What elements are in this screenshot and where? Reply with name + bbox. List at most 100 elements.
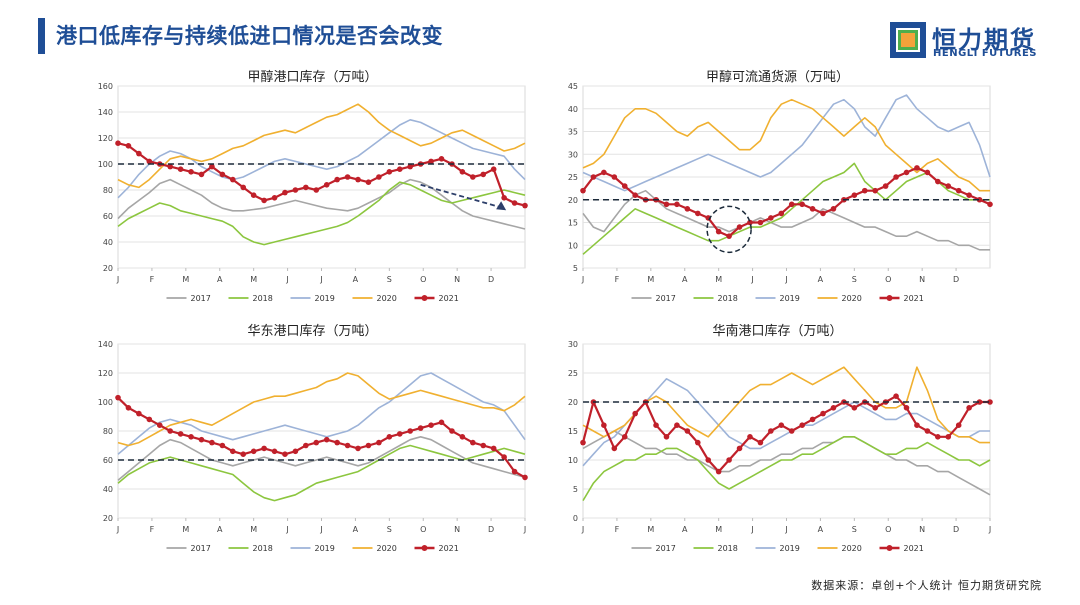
x-tick-label: J: [581, 275, 584, 284]
series-line-2019: [117, 372, 526, 455]
data-point-2021: [872, 405, 879, 411]
data-point-2021: [303, 184, 309, 191]
chart-methanol-port-inventory: 20 40 60 80 100 120 140 160 J F M A M J J A S O N D 2017 2018…: [98, 82, 528, 303]
data-point-2021: [365, 442, 372, 449]
x-tick-label: F: [615, 525, 620, 534]
data-point-2021: [684, 428, 691, 434]
y-tick-label: 20: [103, 514, 113, 523]
y-tick-label: 20: [568, 398, 578, 407]
data-point-2021: [365, 179, 372, 185]
data-point-2021: [344, 174, 351, 180]
data-point-2021: [715, 468, 722, 475]
data-point-2021: [966, 192, 972, 198]
data-point-2021: [480, 442, 487, 449]
data-point-2021: [240, 184, 247, 191]
data-point-2021: [490, 445, 497, 452]
x-tick-label: M: [715, 525, 722, 534]
y-tick-label: 30: [568, 340, 578, 349]
data-point-2021: [694, 210, 701, 217]
chart-south-china-port-inventory: 0 5 10 15 20 25 30 J F M A M J J A S O N D J 2017 2018 2019 202…: [568, 340, 993, 553]
data-point-2021: [522, 474, 528, 481]
legend-label-2021: 2021: [904, 544, 924, 553]
data-point-2021: [177, 431, 184, 437]
data-point-2021: [580, 187, 586, 194]
data-point-2021: [747, 219, 753, 226]
series-line-2017: [582, 430, 991, 496]
x-tick-label: F: [150, 525, 155, 534]
legend-label-2017: 2017: [191, 294, 211, 303]
data-point-2021: [219, 171, 226, 178]
data-point-2021: [987, 201, 993, 208]
data-point-2021: [386, 169, 393, 175]
data-point-2021: [428, 422, 434, 428]
x-tick-label: S: [852, 275, 857, 284]
y-tick-label: 100: [98, 160, 113, 169]
y-tick-label: 60: [103, 456, 113, 465]
data-point-2021: [396, 431, 403, 437]
data-point-2021: [240, 451, 247, 457]
data-point-2021: [376, 174, 382, 180]
data-point-2021: [747, 434, 753, 440]
data-point-2021: [282, 189, 288, 196]
x-tick-label: M: [647, 525, 654, 534]
data-point-2021: [757, 219, 764, 226]
chart-title: 甲醇港口库存（万吨）: [247, 70, 378, 85]
data-point-2021: [726, 457, 732, 463]
x-tick-label: A: [353, 525, 359, 534]
x-tick-label: F: [150, 275, 155, 284]
data-point-2021: [945, 183, 952, 189]
y-tick-label: 60: [103, 212, 113, 221]
y-tick-label: 15: [568, 219, 578, 228]
series-line-2020: [117, 103, 526, 189]
data-point-2021: [621, 183, 628, 189]
company-logo: 恒力期货 HENGLI FUTURES: [888, 20, 1058, 62]
chart-panel-methanol-circulating-supply: 甲醇可流通货源（万吨） 5 10 15 20 25 30 35 40 45 J F M A M J J A S O N…: [550, 60, 1005, 305]
y-tick-label: 25: [568, 369, 578, 378]
legend-label-2021: 2021: [439, 544, 459, 553]
title-accent-bar: [38, 18, 45, 54]
y-tick-label: 5: [573, 485, 578, 494]
legend-label-2019: 2019: [315, 544, 335, 553]
x-tick-label: J: [319, 525, 322, 534]
series-line-2019: [582, 377, 990, 467]
y-tick-label: 25: [568, 173, 578, 182]
series-line-2018: [582, 436, 991, 502]
data-point-2021: [955, 422, 962, 428]
data-point-2021: [893, 174, 899, 180]
data-point-2021: [872, 187, 879, 194]
data-point-2021: [334, 439, 340, 446]
data-point-2021: [292, 187, 299, 193]
x-tick-label: J: [581, 525, 584, 534]
data-point-2021: [736, 224, 743, 230]
data-point-2021: [511, 200, 518, 206]
chart-title: 华南港口库存（万吨）: [712, 324, 843, 339]
data-point-2021: [250, 192, 257, 198]
y-tick-label: 40: [103, 238, 113, 247]
data-point-2021: [757, 439, 764, 446]
x-tick-label: O: [885, 275, 891, 284]
x-tick-label: S: [387, 525, 392, 534]
data-point-2021: [417, 425, 424, 431]
data-point-2021: [470, 439, 476, 446]
data-point-2021: [726, 233, 732, 239]
chart-east-china-port-inventory: 20 40 60 80 100 120 140 J F M A M J J A S O N D J 2017 2018 20…: [98, 340, 528, 553]
legend-label-2020: 2020: [377, 544, 397, 553]
data-point-2021: [580, 439, 586, 446]
x-tick-label: D: [488, 525, 494, 534]
data-point-2021: [136, 410, 142, 417]
series-line-2017: [582, 189, 990, 251]
data-point-2021: [125, 143, 132, 149]
data-point-2021: [146, 158, 153, 165]
logo-english-text: HENGLI FUTURES: [933, 48, 1037, 59]
data-point-2021: [935, 434, 941, 440]
series-line-2019: [117, 118, 526, 199]
series-line-2018: [582, 162, 990, 255]
series-line-2020: [582, 366, 990, 444]
data-point-2021: [407, 163, 414, 170]
x-tick-label: D: [488, 275, 494, 284]
data-point-2021: [501, 195, 507, 201]
data-point-2021: [768, 215, 774, 221]
y-tick-label: 10: [568, 456, 578, 465]
data-point-2021: [229, 176, 236, 183]
series-line-2018: [117, 181, 526, 246]
